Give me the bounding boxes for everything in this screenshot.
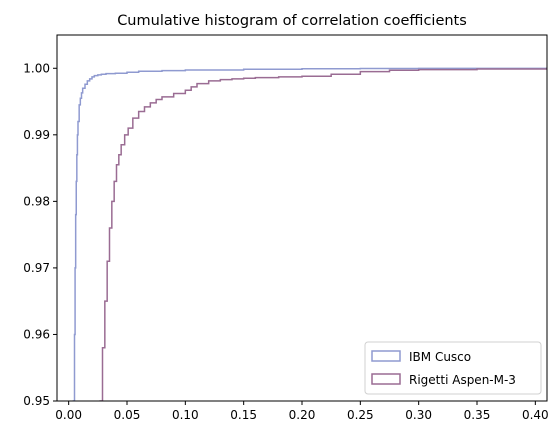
x-tick-label: 0.30	[405, 408, 432, 422]
legend-box	[364, 341, 542, 395]
y-tick-label: 0.98	[23, 194, 50, 208]
chart-title: Cumulative histogram of correlation coef…	[117, 13, 467, 29]
plot-frame	[56, 34, 548, 402]
series-layer	[72, 67, 547, 401]
x-tick-label: 0.40	[522, 408, 549, 422]
y-tick-label: 0.96	[23, 327, 50, 341]
y-tick-label: 1.00	[23, 61, 50, 75]
series-line-rigetti-aspen-m-3	[99, 67, 547, 401]
x-tick-label: 0.00	[55, 408, 82, 422]
y-tick-label: 0.97	[23, 261, 50, 275]
y-tick-label: 0.99	[23, 128, 50, 142]
x-tick-label: 0.15	[230, 408, 257, 422]
x-tick-label: 0.20	[289, 408, 316, 422]
x-tick-label: 0.35	[464, 408, 491, 422]
x-tick-label: 0.25	[347, 408, 374, 422]
x-tick-label: 0.10	[172, 408, 199, 422]
legend: IBM Cusco Rigetti Aspen-M-3	[364, 341, 542, 395]
y-axis: 0.95 0.96 0.97 0.98 0.99 1.00	[23, 61, 57, 408]
series-line-ibm-cusco	[72, 67, 547, 401]
legend-label-rigetti-aspen-m-3: Rigetti Aspen-M-3	[409, 373, 516, 387]
legend-swatch-rigetti-aspen-m-3	[371, 373, 401, 385]
plot-area	[57, 35, 547, 401]
x-tick-label: 0.05	[114, 408, 141, 422]
legend-swatch-ibm-cusco	[371, 350, 401, 362]
x-axis: 0.00 0.05 0.10 0.15 0.20 0.25 0.30 0.35 0.40	[55, 401, 549, 422]
y-tick-label: 0.95	[23, 394, 50, 408]
legend-label-ibm-cusco: IBM Cusco	[409, 350, 471, 364]
